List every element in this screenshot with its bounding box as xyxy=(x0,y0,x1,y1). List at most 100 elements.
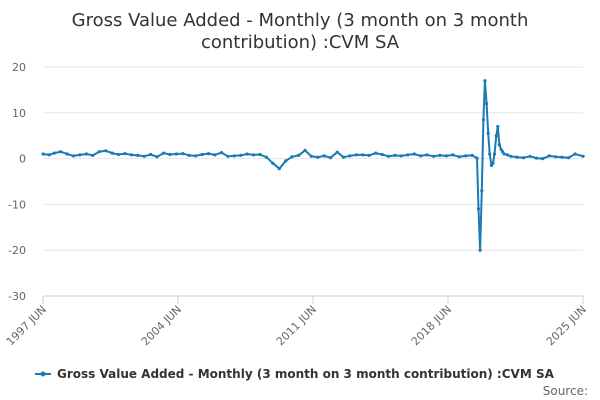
data-point[interactable] xyxy=(521,156,526,160)
data-point[interactable] xyxy=(496,124,500,129)
data-point[interactable] xyxy=(497,143,501,147)
data-point[interactable] xyxy=(367,153,371,157)
data-point[interactable] xyxy=(509,154,513,158)
data-point[interactable] xyxy=(534,156,539,160)
data-point[interactable] xyxy=(560,155,564,159)
data-point[interactable] xyxy=(393,153,397,157)
data-point[interactable] xyxy=(335,150,339,154)
data-point[interactable] xyxy=(483,79,487,83)
data-point[interactable] xyxy=(515,155,519,159)
data-point[interactable] xyxy=(200,152,204,157)
data-point[interactable] xyxy=(451,153,455,157)
data-point[interactable] xyxy=(142,154,146,158)
data-point[interactable] xyxy=(541,157,545,161)
data-point[interactable] xyxy=(494,134,498,138)
data-point[interactable] xyxy=(78,153,82,157)
data-point[interactable] xyxy=(226,154,230,158)
data-point[interactable] xyxy=(470,153,474,157)
data-point[interactable] xyxy=(406,153,410,157)
data-point[interactable] xyxy=(581,154,585,158)
data-point[interactable] xyxy=(499,147,503,151)
data-point[interactable] xyxy=(501,150,505,154)
data-point[interactable] xyxy=(489,163,494,168)
data-point[interactable] xyxy=(486,131,490,135)
data-point[interactable] xyxy=(341,155,346,159)
data-point[interactable] xyxy=(155,155,159,159)
data-point[interactable] xyxy=(554,155,558,159)
data-point[interactable] xyxy=(245,152,249,156)
data-point[interactable] xyxy=(425,153,429,157)
data-point[interactable] xyxy=(47,153,52,157)
data-point[interactable] xyxy=(264,155,268,159)
data-point[interactable] xyxy=(110,151,114,155)
data-point[interactable] xyxy=(232,154,236,158)
data-point[interactable] xyxy=(71,154,76,158)
data-point[interactable] xyxy=(478,248,482,252)
data-point[interactable] xyxy=(213,153,217,157)
data-point[interactable] xyxy=(444,154,448,158)
data-point[interactable] xyxy=(206,152,211,156)
data-point[interactable] xyxy=(303,148,307,152)
data-point[interactable] xyxy=(284,159,288,163)
data-point[interactable] xyxy=(149,152,153,157)
data-point[interactable] xyxy=(361,153,365,157)
data-point[interactable] xyxy=(116,152,121,157)
data-point[interactable] xyxy=(271,161,275,165)
data-point[interactable] xyxy=(162,151,166,155)
data-point[interactable] xyxy=(432,154,436,158)
data-point[interactable] xyxy=(123,152,127,156)
data-point[interactable] xyxy=(505,153,510,157)
data-point[interactable] xyxy=(65,152,69,156)
data-point[interactable] xyxy=(354,153,359,157)
data-point[interactable] xyxy=(290,155,294,159)
data-point[interactable] xyxy=(322,154,326,158)
data-point[interactable] xyxy=(573,152,577,156)
data-point[interactable] xyxy=(309,154,313,158)
data-point[interactable] xyxy=(168,152,172,157)
data-point[interactable] xyxy=(485,102,489,106)
data-point[interactable] xyxy=(488,152,492,156)
data-point[interactable] xyxy=(380,152,384,157)
data-point[interactable] xyxy=(476,207,481,211)
data-point[interactable] xyxy=(399,154,403,158)
data-point[interactable] xyxy=(419,154,423,158)
data-point[interactable] xyxy=(438,153,442,157)
data-point[interactable] xyxy=(97,150,101,154)
data-point[interactable] xyxy=(480,189,484,193)
data-point[interactable] xyxy=(59,150,63,154)
data-point[interactable] xyxy=(41,152,45,156)
legend[interactable]: Gross Value Added - Monthly (3 month on … xyxy=(35,367,555,381)
data-point[interactable] xyxy=(297,153,301,157)
data-point[interactable] xyxy=(412,152,416,156)
data-point[interactable] xyxy=(567,156,571,160)
data-point[interactable] xyxy=(194,154,198,158)
data-point[interactable] xyxy=(181,152,185,156)
data-point[interactable] xyxy=(129,153,133,157)
data-point[interactable] xyxy=(481,118,485,122)
data-point[interactable] xyxy=(316,155,320,159)
data-point[interactable] xyxy=(104,149,108,153)
data-point[interactable] xyxy=(258,152,262,157)
data-point[interactable] xyxy=(329,156,333,160)
data-point[interactable] xyxy=(502,152,506,156)
data-point[interactable] xyxy=(348,154,352,158)
data-point[interactable] xyxy=(84,152,89,156)
data-point[interactable] xyxy=(239,153,243,157)
data-point[interactable] xyxy=(374,151,378,155)
data-point[interactable] xyxy=(547,154,551,158)
data-point[interactable] xyxy=(386,154,391,158)
data-point[interactable] xyxy=(492,152,497,156)
data-point[interactable] xyxy=(174,152,178,156)
data-point[interactable] xyxy=(277,167,281,171)
data-point[interactable] xyxy=(457,155,461,159)
data-point[interactable] xyxy=(91,153,95,157)
data-point[interactable] xyxy=(136,153,140,157)
data-point[interactable] xyxy=(251,153,256,157)
data-point[interactable] xyxy=(187,153,191,157)
data-point[interactable] xyxy=(491,161,495,165)
data-point[interactable] xyxy=(219,151,224,155)
data-point[interactable] xyxy=(52,151,56,155)
data-point[interactable] xyxy=(475,156,479,160)
data-point[interactable] xyxy=(464,154,468,158)
data-point[interactable] xyxy=(528,154,532,158)
